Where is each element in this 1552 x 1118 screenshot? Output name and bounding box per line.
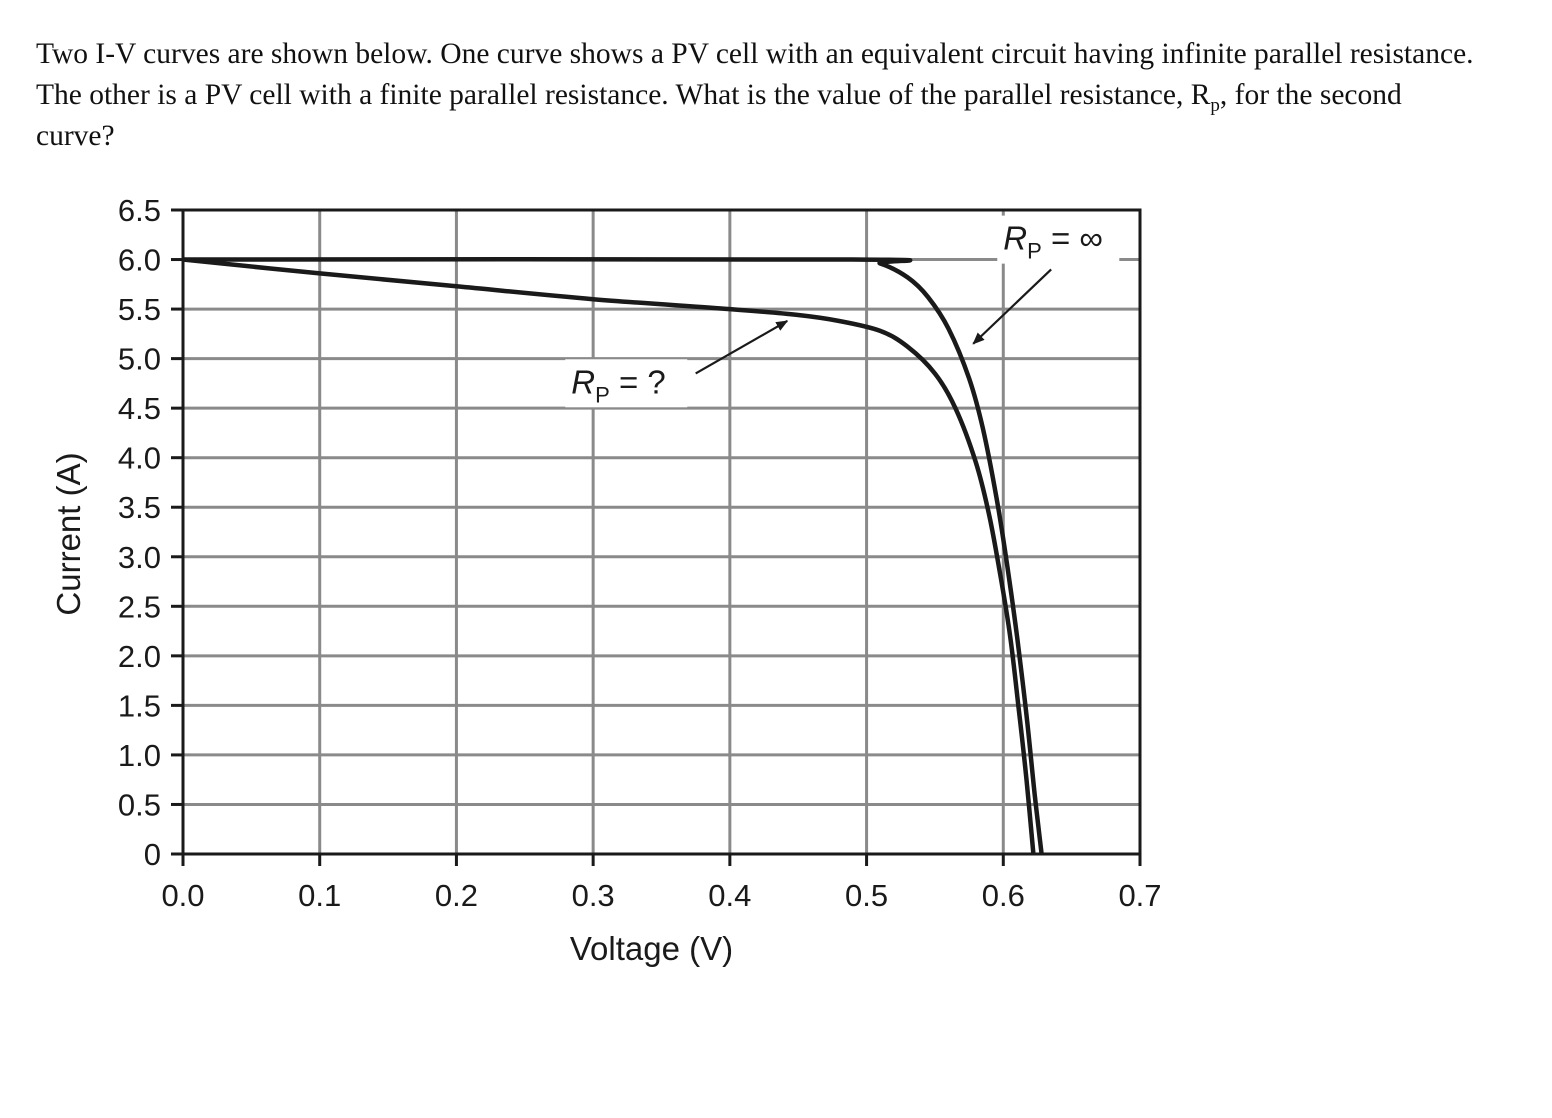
y-tick-label: 1.0 (118, 738, 161, 773)
y-tick-label: 2.5 (118, 589, 161, 624)
y-tick-label: 3.0 (118, 540, 161, 575)
x-tick-label: 0.6 (982, 878, 1025, 913)
series-line-2 (182, 257, 1036, 855)
y-tick-label: 2.0 (118, 639, 161, 674)
x-tick-label: 0.5 (845, 878, 888, 913)
question-subscript: p (1210, 94, 1220, 116)
x-tick-label: 0.2 (435, 878, 478, 913)
y-tick-label: 4.5 (118, 391, 161, 426)
question-main: Two I-V curves are shown below. One curv… (36, 38, 1474, 111)
plot-border (181, 208, 1142, 856)
curves (182, 256, 1044, 855)
annotations: RP = ∞ RP = ? (565, 215, 1120, 408)
tick-labels: 0 0.5 1.0 1.5 2.0 2.5 3.0 3.5 4.0 4.5 5.0 5.5 6.0 6.5… (118, 193, 1162, 913)
annotation-arrow-2 (695, 320, 789, 375)
plot-frame (181, 208, 1142, 856)
y-tick-label: 4.0 (118, 441, 161, 476)
x-tick-label: 0.7 (1118, 878, 1161, 913)
x-tick-label: 0.3 (572, 878, 615, 913)
x-tick-label: 0.1 (298, 878, 341, 913)
y-tick-label: 5.0 (118, 342, 161, 377)
question-text: Two I-V curves are shown below. One curv… (36, 34, 1476, 157)
y-tick-label: 6.0 (118, 243, 161, 278)
question-end: , for the second curve? (36, 79, 1402, 152)
annotation-label-1: RP = ∞ (1003, 220, 1103, 264)
x-tick-label: 0.0 (161, 878, 204, 913)
annotation-label-bg (565, 359, 688, 408)
x-axis-title: Voltage (V) (570, 930, 733, 967)
x-tick-label: 0.4 (708, 878, 751, 913)
y-axis-title: Current (A) (50, 452, 87, 615)
y-tick-label: 1.5 (118, 688, 161, 723)
series-line-1 (182, 256, 1044, 855)
annotation-label-2: RP = ? (571, 363, 666, 407)
y-tick-label: 0 (144, 837, 161, 872)
y-tick-label: 5.5 (118, 292, 161, 327)
y-tick-label: 6.5 (118, 193, 161, 228)
y-tick-label: 3.5 (118, 490, 161, 525)
annotation-label-bg (997, 215, 1120, 264)
y-tick-label: 0.5 (118, 787, 161, 822)
annotation-arrow-1 (972, 268, 1052, 345)
grid-lines (181, 208, 1142, 856)
